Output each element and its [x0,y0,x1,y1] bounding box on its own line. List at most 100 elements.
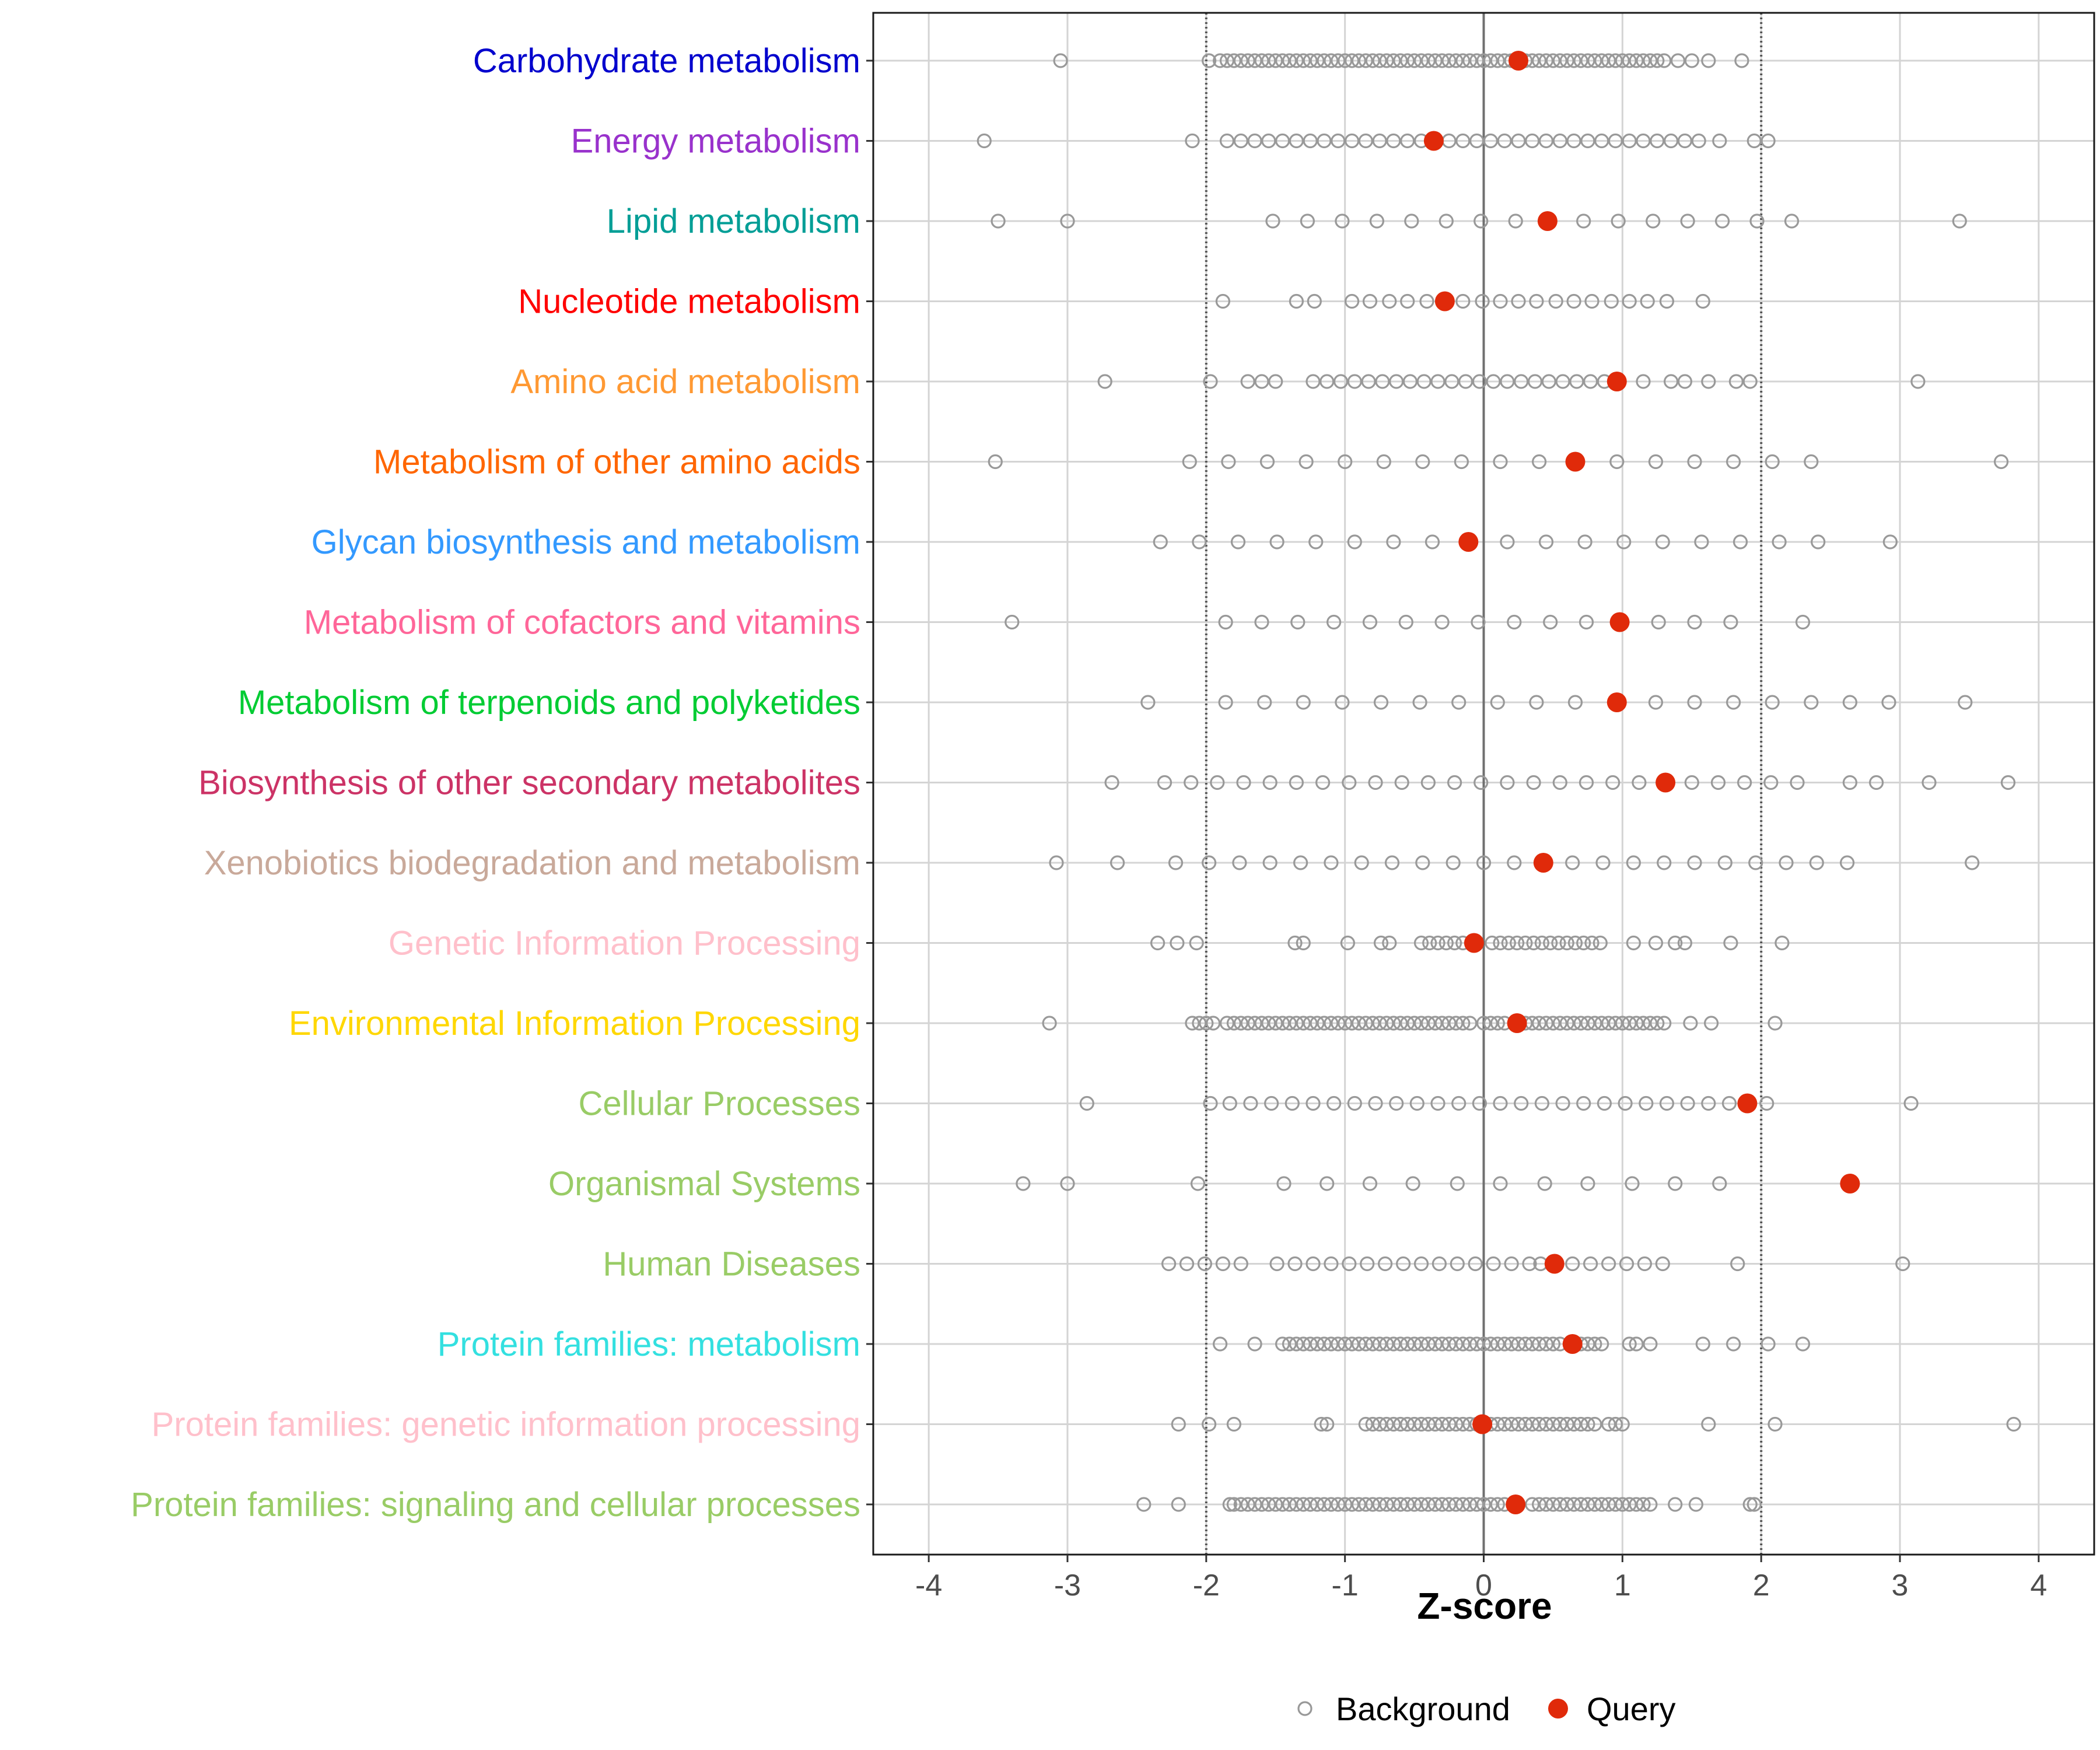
background-point [1310,1016,1325,1031]
background-point [1236,775,1251,790]
background-point [1016,1176,1031,1191]
background-point [1545,53,1560,68]
background-point [1514,1096,1529,1111]
category-label: Glycan biosynthesis and metabolism [312,523,860,561]
background-point [1342,1256,1357,1272]
background-point [1493,1096,1508,1111]
background-point [1455,1336,1471,1352]
background-point [1529,695,1544,710]
background-point [1566,293,1581,309]
background-point [1527,374,1543,389]
background-point [1361,374,1376,389]
background-point [1636,1497,1651,1512]
background-point [1636,374,1651,389]
background-point [1171,1416,1186,1432]
background-point [1514,374,1529,389]
background-point [1643,1336,1658,1352]
background-point [1454,454,1469,470]
category-label: Lipid metabolism [607,202,860,240]
background-point [1555,1096,1570,1111]
background-point [1289,1336,1304,1352]
background-point [1922,775,1937,790]
background-point [1730,1256,1745,1272]
background-point [1358,1497,1373,1512]
background-point [1476,1016,1492,1031]
query-point [1508,51,1528,71]
background-point [1545,1497,1560,1512]
background-point [1648,695,1663,710]
background-point [1500,534,1515,550]
background-point [1053,53,1068,68]
background-point [991,214,1006,229]
background-point [1202,53,1217,68]
x-tick-label: 0 [1475,1569,1492,1602]
background-point [1400,1336,1415,1352]
background-point [1760,133,1776,149]
background-point [1372,1416,1387,1432]
background-point [1804,695,1819,710]
background-point [1413,1336,1429,1352]
background-point [1415,855,1430,870]
background-point [1269,1256,1284,1272]
background-point [1534,1096,1549,1111]
background-point [1576,214,1591,229]
background-point [1532,53,1547,68]
background-point [1566,1497,1581,1512]
background-point [1694,534,1709,550]
background-point [1342,775,1357,790]
background-point [1636,133,1651,149]
background-point [1448,1336,1464,1352]
background-point [1296,1016,1311,1031]
background-point [1140,695,1156,710]
background-point [1532,1497,1547,1512]
category-label: Metabolism of cofactors and vitamins [304,604,860,642]
background-point [1320,1416,1335,1432]
background-point [1289,1497,1304,1512]
background-point [1420,1497,1436,1512]
background-point [1379,1336,1394,1352]
background-point [1326,1096,1342,1111]
background-point [1434,614,1450,630]
background-point [1424,534,1440,550]
background-point [1601,53,1616,68]
background-point [1605,775,1620,790]
background-point [1219,1016,1235,1031]
background-point [1655,534,1670,550]
background-point [1282,1336,1297,1352]
background-point [1351,1497,1366,1512]
background-point [1462,1016,1478,1031]
background-point [1790,775,1805,790]
background-point [1680,1096,1695,1111]
background-point [1687,855,1702,870]
background-point [1345,1336,1360,1352]
background-point [1190,1176,1206,1191]
background-point [1444,374,1460,389]
query-point [1565,452,1586,472]
background-point [1616,534,1632,550]
background-point [1622,293,1637,309]
background-point [1462,53,1478,68]
background-point [1746,133,1762,149]
background-point [1486,1256,1501,1272]
background-point [1389,1096,1404,1111]
background-point [1552,1016,1567,1031]
background-point [1469,1497,1485,1512]
background-point [1427,53,1443,68]
background-point [1749,214,1765,229]
background-point [1317,1016,1332,1031]
legend-query-label: Query [1587,1690,1676,1727]
background-point [1182,454,1197,470]
background-point [1184,775,1199,790]
query-point [1423,131,1444,151]
background-point [1261,1497,1276,1512]
background-point [1552,775,1567,790]
background-point [1559,1416,1574,1432]
background-point [1684,53,1699,68]
background-point [1580,53,1595,68]
background-point [1254,53,1269,68]
x-axis-ticks: -4 -3 -2 -1 0 1 2 3 4 [915,1555,2047,1602]
background-point [1233,1497,1248,1512]
background-point [1060,1176,1075,1191]
background-point [1213,1336,1228,1352]
background-point [1326,614,1342,630]
